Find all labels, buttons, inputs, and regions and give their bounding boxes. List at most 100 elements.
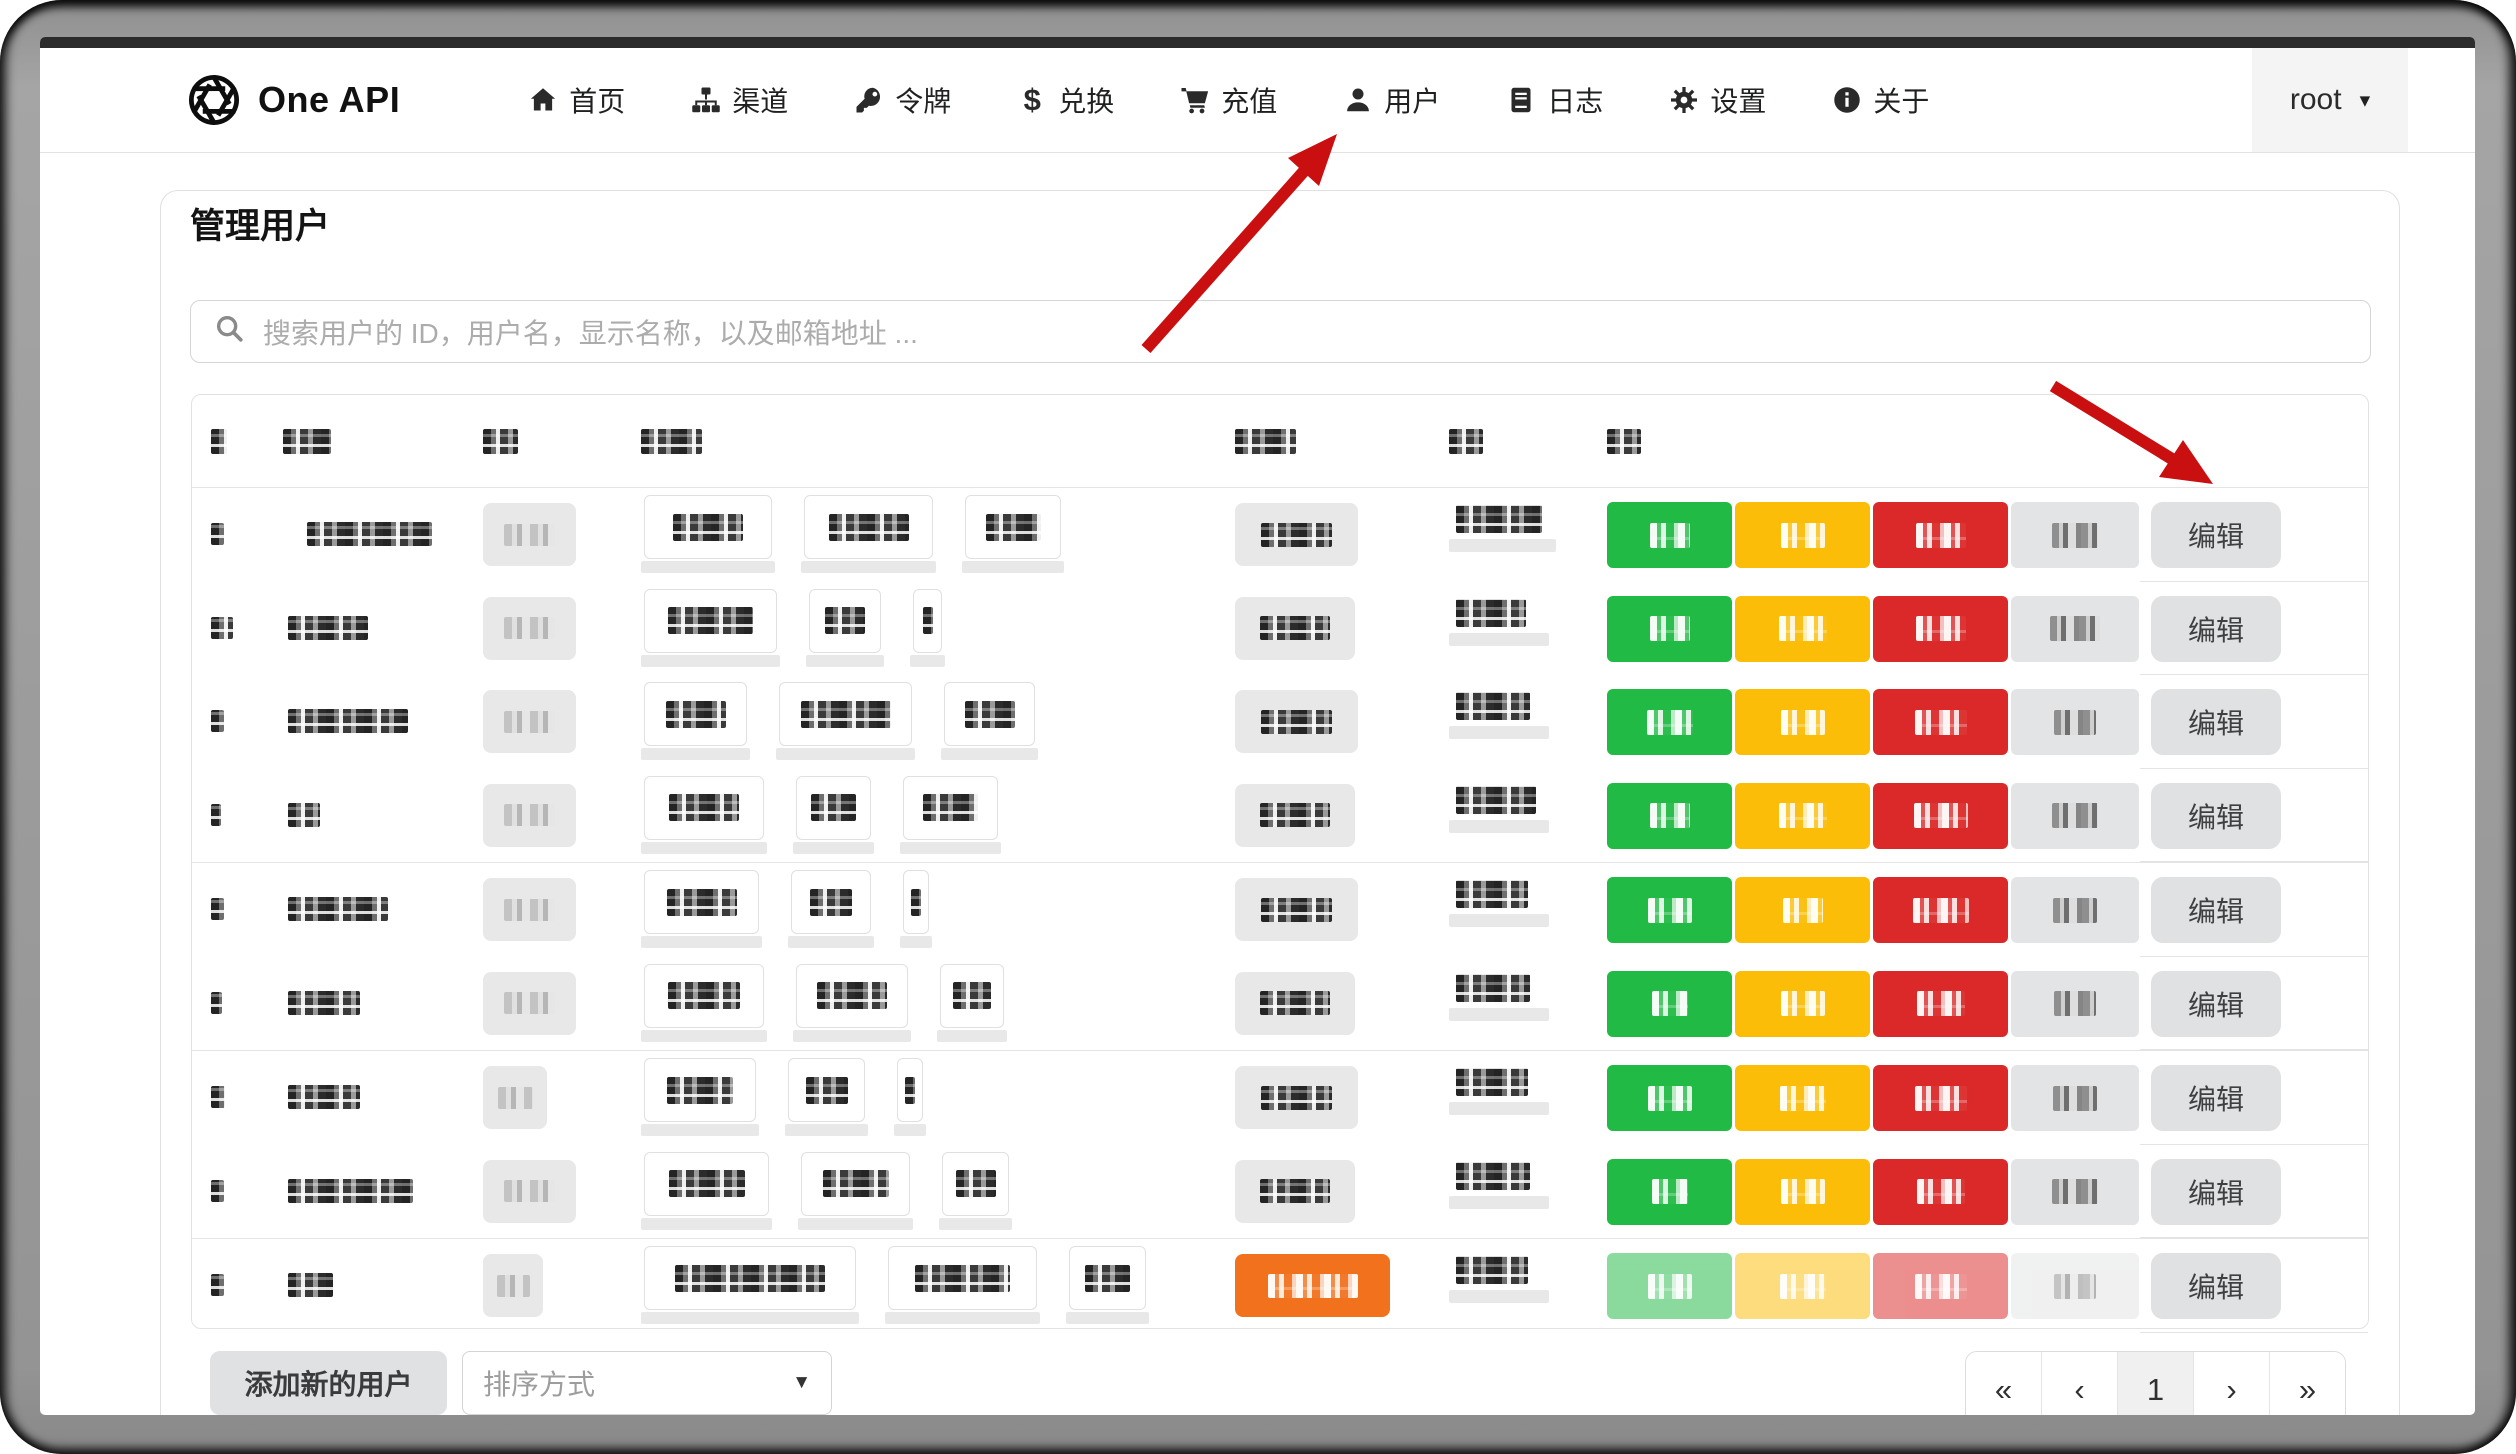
delete-button[interactable]: [1873, 1065, 2008, 1131]
redacted-group-name: [504, 617, 555, 639]
delete-button[interactable]: [1873, 595, 2008, 662]
edit-button[interactable]: 编辑: [2151, 502, 2281, 568]
redacted-quota-value: [668, 982, 740, 1009]
nav-item-channels[interactable]: 渠道: [691, 80, 788, 120]
edit-button[interactable]: 编辑: [2151, 1253, 2281, 1319]
quota-value-box: [644, 1058, 756, 1122]
demote-button[interactable]: [1735, 877, 1870, 943]
edit-button[interactable]: 编辑: [2151, 1065, 2281, 1131]
disable-button[interactable]: [2011, 1253, 2139, 1319]
pagination-prev[interactable]: ‹: [2041, 1352, 2117, 1415]
edit-button[interactable]: 编辑: [2151, 782, 2281, 849]
promote-button[interactable]: [1607, 782, 1732, 849]
promote-button[interactable]: [1607, 1065, 1732, 1131]
nav-item-home[interactable]: 首页: [528, 80, 625, 120]
search-placeholder: 搜索用户的 ID，用户名，显示名称，以及邮箱地址 ...: [263, 317, 918, 349]
promote-button[interactable]: [1607, 970, 1732, 1037]
row-divider: [2140, 955, 2368, 957]
sort-dropdown[interactable]: 排序方式 ▼: [462, 1351, 832, 1415]
nav-item-about[interactable]: 关于: [1832, 80, 1929, 120]
nav-item-settings[interactable]: 设置: [1669, 80, 1766, 120]
redacted-status: [1456, 785, 1536, 814]
account-dropdown[interactable]: root ▾: [2252, 48, 2408, 152]
brand-home-link[interactable]: One API: [186, 72, 400, 128]
delete-button[interactable]: [1873, 877, 2008, 943]
add-user-button[interactable]: 添加新的用户: [210, 1351, 447, 1415]
edit-button[interactable]: 编辑: [2151, 970, 2281, 1037]
disable-button[interactable]: [2011, 970, 2139, 1037]
promote-button[interactable]: [1607, 502, 1732, 568]
quota-value-box: [644, 963, 764, 1028]
nav-item-tokens[interactable]: 令牌: [854, 80, 951, 120]
quota-stat: [793, 963, 911, 1042]
quota-value-box: [644, 1151, 769, 1216]
sort-placeholder: 排序方式: [483, 1369, 596, 1400]
redacted-button-label: [1779, 1085, 1826, 1111]
promote-button[interactable]: [1607, 1253, 1732, 1319]
pagination-last[interactable]: »: [2269, 1352, 2345, 1415]
demote-button[interactable]: [1735, 970, 1870, 1037]
quota-stat: [900, 870, 932, 948]
demote-button[interactable]: [1735, 502, 1870, 568]
quota-stats: [641, 963, 1007, 1042]
redacted-quota-value: [665, 700, 726, 728]
redacted-username: [288, 802, 320, 827]
edit-button[interactable]: 编辑: [2151, 1158, 2281, 1225]
redacted-button-label: [1914, 709, 1967, 735]
disable-button[interactable]: [2011, 1065, 2139, 1131]
delete-button[interactable]: [1873, 970, 2008, 1037]
search-input[interactable]: 搜索用户的 ID，用户名，显示名称，以及邮箱地址 ...: [190, 300, 2371, 363]
demote-button[interactable]: [1735, 595, 1870, 662]
demote-button[interactable]: [1735, 689, 1870, 755]
nav-item-topup[interactable]: 充值: [1180, 80, 1277, 120]
pagination-first[interactable]: «: [1966, 1352, 2041, 1415]
disable-button[interactable]: [2011, 782, 2139, 849]
nav-item-users[interactable]: 用户: [1343, 80, 1440, 120]
disable-button[interactable]: [2011, 877, 2139, 943]
pagination-page-1[interactable]: 1: [2117, 1352, 2193, 1415]
delete-button[interactable]: [1873, 689, 2008, 755]
redacted-quota-value: [817, 982, 887, 1009]
quota-stat: [641, 1151, 772, 1230]
redacted-username: [288, 1273, 333, 1297]
promote-button[interactable]: [1607, 1158, 1732, 1225]
promote-button[interactable]: [1607, 595, 1732, 662]
edit-button[interactable]: 编辑: [2151, 595, 2281, 662]
delete-button[interactable]: [1873, 782, 2008, 849]
promote-button[interactable]: [1607, 689, 1732, 755]
disable-button[interactable]: [2011, 595, 2139, 662]
redacted-quota-value: [953, 982, 991, 1009]
redacted-group-name: [504, 992, 555, 1014]
redacted-status: [1456, 1256, 1528, 1284]
quota-stat: [641, 775, 767, 854]
table-row: 编辑: [192, 863, 2368, 957]
row-actions: 编辑: [1607, 877, 2281, 943]
redacted-group-name: [504, 523, 555, 546]
redacted-button-label: [2054, 709, 2096, 735]
demote-button[interactable]: [1735, 1253, 1870, 1319]
edit-button[interactable]: 编辑: [2151, 689, 2281, 755]
redacted-quota-value: [811, 794, 856, 821]
disable-button[interactable]: [2011, 502, 2139, 568]
edit-button[interactable]: 编辑: [2151, 877, 2281, 943]
delete-button[interactable]: [1873, 1158, 2008, 1225]
nav-item-label: 关于: [1873, 86, 1930, 117]
pagination-next[interactable]: ›: [2193, 1352, 2269, 1415]
demote-button[interactable]: [1735, 1158, 1870, 1225]
redacted-button-label: [1782, 897, 1823, 923]
disable-button[interactable]: [2011, 1158, 2139, 1225]
redacted-group-name: [504, 898, 555, 921]
brand-name: One API: [258, 79, 401, 120]
demote-button[interactable]: [1735, 1065, 1870, 1131]
nav-item-label: 令牌: [895, 86, 952, 117]
quota-value-box: [913, 588, 942, 653]
disable-button[interactable]: [2011, 689, 2139, 755]
nav-item-redemptions[interactable]: $ 兑换: [1017, 80, 1115, 120]
redacted-column-header: [283, 429, 331, 454]
demote-button[interactable]: [1735, 782, 1870, 849]
delete-button[interactable]: [1873, 502, 2008, 568]
promote-button[interactable]: [1607, 877, 1732, 943]
nav-item-logs[interactable]: 日志: [1506, 80, 1603, 120]
redacted-status-caption: [1449, 726, 1549, 739]
delete-button[interactable]: [1873, 1253, 2008, 1319]
